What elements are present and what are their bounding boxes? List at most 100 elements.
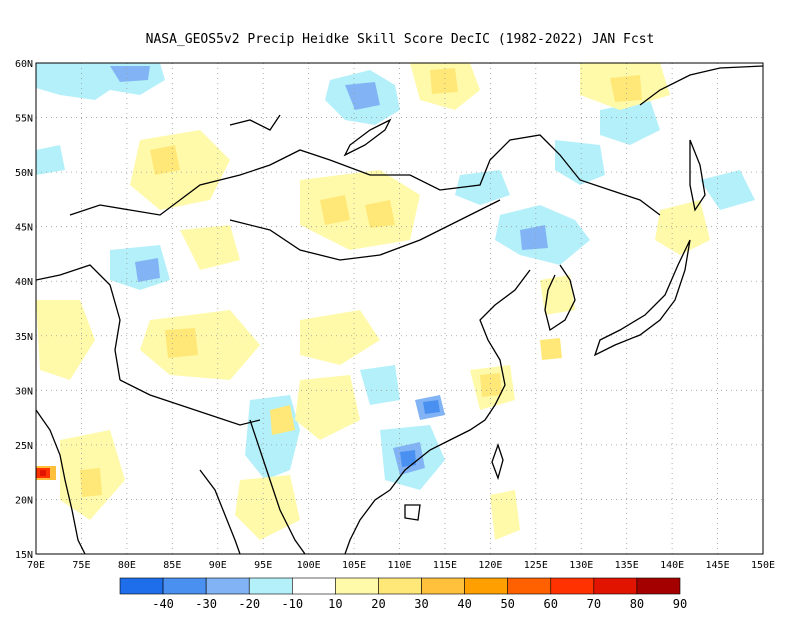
y-tick-label: 25N xyxy=(15,441,33,452)
colorbar-swatch xyxy=(636,577,681,595)
colorbar-label: -20 xyxy=(238,597,260,611)
colorbar-swatch xyxy=(421,577,465,595)
x-tick-label: 130E xyxy=(569,560,593,571)
x-tick-label: 95E xyxy=(254,560,272,571)
y-tick-label: 55N xyxy=(15,114,33,125)
colorbar-swatch xyxy=(593,577,638,595)
y-tick-label: 40N xyxy=(15,277,33,288)
shade-yellow xyxy=(490,490,520,540)
y-tick-label: 60N xyxy=(15,59,33,70)
shade-yellow xyxy=(235,475,300,540)
colorbar-swatch xyxy=(550,577,595,595)
x-tick-label: 110E xyxy=(387,560,411,571)
y-tick-label: 30N xyxy=(15,386,33,397)
coastline-china xyxy=(389,269,531,491)
x-tick-label: 100E xyxy=(297,560,321,571)
shade-gold xyxy=(610,75,642,102)
y-tick-label: 15N xyxy=(15,550,33,561)
coastline-north xyxy=(639,65,763,106)
shade-light-blue xyxy=(455,170,510,205)
shade-light-blue xyxy=(360,365,400,405)
x-tick-label: 90E xyxy=(209,560,227,571)
shade-gold xyxy=(430,68,458,94)
colorbar-swatch xyxy=(378,577,422,595)
shade-gold xyxy=(365,200,395,228)
x-tick-label: 135E xyxy=(615,560,639,571)
shade-yellow xyxy=(180,225,240,270)
x-tick-label: 115E xyxy=(433,560,457,571)
shade-gold xyxy=(165,328,198,358)
colorbar-label: -40 xyxy=(152,597,174,611)
colorbar-label: -10 xyxy=(281,597,303,611)
x-tick-label: 125E xyxy=(524,560,548,571)
shade-yellow xyxy=(540,275,575,315)
shade-light-blue xyxy=(600,100,660,145)
shade-gold xyxy=(80,468,102,497)
y-tick-label: 20N xyxy=(15,495,33,506)
shade-dark-blue xyxy=(423,400,440,414)
colorbar-label: 40 xyxy=(457,597,471,611)
colorbar-label: 80 xyxy=(630,597,644,611)
shade-mid-blue xyxy=(110,66,150,82)
colorbar-label: 10 xyxy=(328,597,342,611)
x-tick-label: 75E xyxy=(72,560,90,571)
shade-yellow xyxy=(300,170,420,250)
colorbar-label: 90 xyxy=(673,597,687,611)
coastline-korea xyxy=(544,264,576,332)
shade-gold xyxy=(480,373,502,397)
shade-gold xyxy=(320,195,350,225)
border-china-north xyxy=(229,199,501,261)
colorbar-swatch xyxy=(248,577,293,595)
shade-light-blue xyxy=(555,140,605,185)
colorbar-swatch xyxy=(292,577,336,595)
gridlines xyxy=(36,63,763,554)
plot-title: NASA_GEOS5v2 Precip Heidke Skill Score D… xyxy=(146,32,655,47)
border-seasia xyxy=(249,419,306,554)
coastline-bay-bengal xyxy=(199,469,241,554)
shade-light-blue xyxy=(36,145,65,175)
x-tick-label: 140E xyxy=(660,560,684,571)
coastline-hainan xyxy=(404,504,421,521)
border-mongolia xyxy=(179,134,661,216)
y-tick-label: 45N xyxy=(15,223,33,234)
coastline-japan xyxy=(593,239,691,357)
coastline-sakhalin xyxy=(689,139,706,212)
shade-gold xyxy=(540,338,562,360)
shade-yellow xyxy=(140,310,260,380)
colorbar-label: 50 xyxy=(500,597,514,611)
coastline-india xyxy=(36,409,86,554)
shade-yellow xyxy=(300,310,380,365)
border-himalaya xyxy=(119,379,261,426)
shade-light-blue xyxy=(700,170,755,210)
x-tick-label: 85E xyxy=(163,560,181,571)
colorbar-swatch xyxy=(205,577,250,595)
colorbar-label: -30 xyxy=(195,597,217,611)
x-tick-label: 150E xyxy=(751,560,775,571)
colorbar-label: 20 xyxy=(371,597,385,611)
shade-mid-blue xyxy=(135,258,160,282)
border-russia xyxy=(229,114,281,131)
x-tick-label: 70E xyxy=(27,560,45,571)
map-frame xyxy=(35,62,764,555)
shade-dark-blue xyxy=(400,450,416,467)
skill-shading xyxy=(36,63,755,540)
shade-yellow xyxy=(36,300,95,380)
colorbar-label: 70 xyxy=(587,597,601,611)
colorbar-label: 60 xyxy=(544,597,558,611)
x-tick-label: 105E xyxy=(342,560,366,571)
border-west xyxy=(36,264,121,381)
coastline-lake xyxy=(343,118,392,157)
x-tick-label: 80E xyxy=(118,560,136,571)
colorbar-swatch xyxy=(335,577,379,595)
shade-yellow xyxy=(655,200,710,255)
shade-dark-red xyxy=(40,470,46,476)
shade-gold xyxy=(150,145,180,175)
coastlines xyxy=(36,65,763,554)
x-axis-ticks: 70E 75E 80E 85E 90E 95E 100E 105E 110E 115E 120E 12… xyxy=(27,560,775,571)
colorbar-swatch xyxy=(464,577,508,595)
colorbar-swatch xyxy=(162,577,207,595)
colorbar-swatch xyxy=(119,577,164,595)
x-tick-label: 120E xyxy=(478,560,502,571)
border-central-asia xyxy=(69,199,181,216)
